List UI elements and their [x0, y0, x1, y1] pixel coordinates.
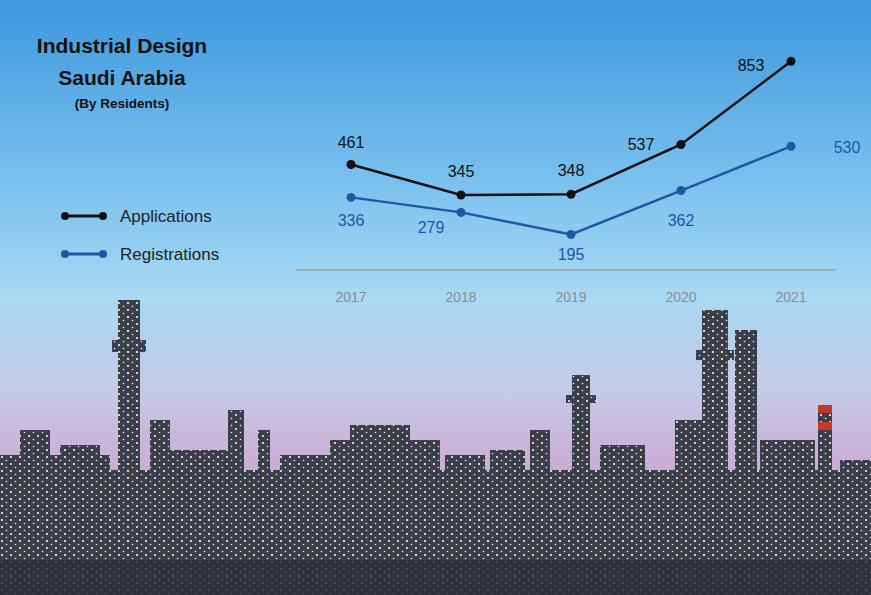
- series-marker: [677, 186, 686, 195]
- plant-structure: [490, 450, 525, 480]
- legend-label: Registrations: [120, 245, 219, 264]
- x-axis-line: [296, 269, 836, 271]
- series-marker: [787, 142, 796, 151]
- plant-structure: [445, 455, 485, 480]
- series-marker: [457, 191, 466, 200]
- background: [0, 0, 871, 595]
- data-labels: 461 345 348 537 853 336 279 195 362 530: [338, 57, 861, 263]
- subtitle: (By Residents): [22, 95, 222, 113]
- legend-marker: [99, 212, 107, 220]
- plant-structure: [840, 460, 871, 490]
- series-line: [351, 61, 791, 195]
- plant-structure: [702, 310, 728, 480]
- data-label: 362: [668, 212, 695, 229]
- data-label: 336: [338, 212, 365, 229]
- data-label: 345: [448, 163, 475, 180]
- plant-structure: [258, 430, 270, 480]
- title: Industrial Design Saudi Arabia: [22, 30, 222, 94]
- plant-structure: [530, 430, 550, 480]
- legend: Applications Registrations: [61, 207, 219, 264]
- chimney-band: [818, 422, 832, 430]
- ground: [0, 560, 871, 595]
- legend-line: [63, 215, 105, 218]
- plant-structure: [60, 445, 100, 475]
- plant-silhouette: [0, 300, 871, 595]
- chimney-band: [818, 405, 832, 413]
- plant-structure: [330, 440, 440, 480]
- data-label: 461: [338, 134, 365, 151]
- x-tick-label: 2020: [665, 289, 696, 305]
- x-tick-label: 2017: [335, 289, 366, 305]
- plant-structure: [228, 410, 244, 480]
- title-box: Industrial Design Saudi Arabia (By Resid…: [22, 30, 222, 113]
- data-label: 279: [418, 219, 445, 236]
- plant-structure: [150, 420, 170, 480]
- plant-structure: [0, 470, 871, 595]
- series-marker: [567, 230, 576, 239]
- plant-structure: [170, 450, 230, 480]
- data-label: 537: [628, 136, 655, 153]
- plant-structure: [572, 375, 590, 485]
- series-marker: [567, 190, 576, 199]
- plant-structure: [112, 340, 146, 352]
- series-marker: [457, 208, 466, 217]
- x-tick-label: 2018: [445, 289, 476, 305]
- plant-structure: [280, 455, 330, 485]
- series-marker: [787, 57, 796, 66]
- plant-structure: [675, 420, 705, 480]
- chart-svg: 2017 2018 2019 2020 2021 461 345 348 537 853 336 27…: [0, 0, 871, 595]
- legend-marker: [61, 250, 69, 258]
- legend-marker: [99, 250, 107, 258]
- data-label: 348: [558, 162, 585, 179]
- data-label: 853: [738, 57, 765, 74]
- plant-structure: [566, 395, 596, 403]
- series-marker: [347, 160, 356, 169]
- x-tick-label: 2019: [555, 289, 586, 305]
- plant-structure: [20, 430, 50, 470]
- legend-marker: [61, 212, 69, 220]
- stage: 2017 2018 2019 2020 2021 461 345 348 537 853 336 27…: [0, 0, 871, 595]
- plant-structure: [760, 440, 815, 480]
- plant-structure: [600, 445, 645, 485]
- series-group: [347, 57, 796, 239]
- plant-structure: [696, 350, 734, 360]
- series-marker: [347, 193, 356, 202]
- plant-structure: [118, 300, 140, 475]
- plant-structure: [350, 425, 410, 445]
- legend-line: [63, 253, 105, 256]
- data-label: 530: [834, 139, 861, 156]
- series-marker: [677, 140, 686, 149]
- data-label: 195: [558, 246, 585, 263]
- plant-structure: [818, 405, 832, 485]
- legend-label: Applications: [120, 207, 212, 226]
- x-tick-label: 2021: [775, 289, 806, 305]
- plant-structure: [735, 330, 757, 480]
